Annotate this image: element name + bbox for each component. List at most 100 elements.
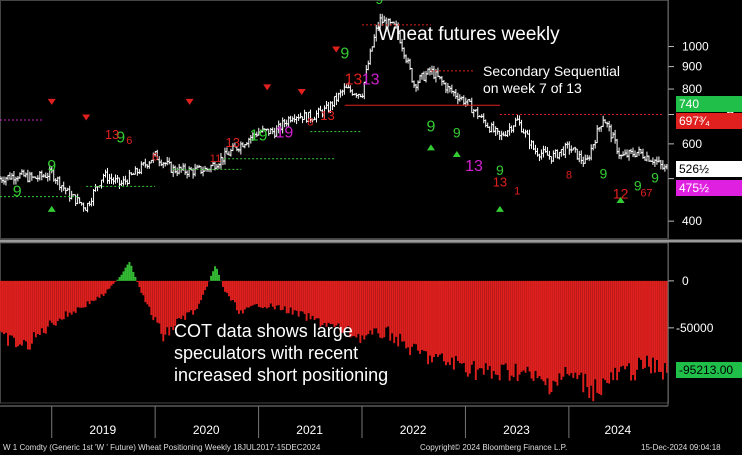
cot-bar xyxy=(466,280,469,377)
sequential-count: 9 xyxy=(47,158,56,175)
sell-arrow-icon xyxy=(47,98,56,105)
sell-arrow-icon xyxy=(332,46,341,53)
sequential-count: 9 xyxy=(116,129,125,146)
cot-bar xyxy=(19,280,21,345)
buy-arrow-icon xyxy=(452,151,461,158)
sequential-count: 13 xyxy=(362,71,380,88)
cot-bar xyxy=(235,280,238,311)
cot-bar xyxy=(369,280,372,331)
cot-bar xyxy=(196,280,199,309)
sequential-count: 1 xyxy=(514,186,520,198)
cot-bar xyxy=(247,280,250,308)
cot-bar xyxy=(160,280,163,334)
cot-bar xyxy=(200,280,203,301)
cot-bar xyxy=(634,280,637,381)
cot-bar xyxy=(323,280,326,324)
cot-bar xyxy=(435,280,437,355)
cot-bar xyxy=(644,280,646,368)
cot-bar xyxy=(230,280,232,301)
cot-bar xyxy=(156,280,159,323)
cot-bar xyxy=(285,280,288,314)
cot-bar xyxy=(124,267,127,281)
cot-bar xyxy=(506,280,509,371)
cot-bar xyxy=(66,280,69,317)
cot-bar xyxy=(222,280,224,287)
cot-bar xyxy=(253,280,256,305)
cot-bar xyxy=(654,280,656,373)
cot-bar xyxy=(275,280,278,306)
sequential-count: 9 xyxy=(651,169,659,185)
cot-bar xyxy=(562,280,565,377)
cot-bar xyxy=(542,280,545,382)
sequential-count: 13 xyxy=(320,108,334,123)
cot-bar xyxy=(530,280,533,379)
cot-bar xyxy=(265,280,268,309)
cot-bar xyxy=(626,280,629,367)
cot-bar xyxy=(224,280,226,292)
cot-bar xyxy=(267,280,270,308)
cot-bar xyxy=(347,280,350,327)
cot-bar xyxy=(198,280,201,304)
cot-bar xyxy=(335,280,338,326)
cot-bar xyxy=(32,280,35,333)
cot-bar xyxy=(76,280,79,308)
y-tick-label-900: 900 xyxy=(682,60,702,74)
cot-bar xyxy=(46,280,49,327)
cot-bar xyxy=(572,280,575,378)
cot-bar xyxy=(614,280,617,368)
cot-bar xyxy=(261,280,264,309)
cot-bar xyxy=(405,280,408,349)
cot-bar xyxy=(307,280,310,314)
cot-bar xyxy=(295,280,298,311)
cot-bar xyxy=(140,280,143,293)
cot-bar xyxy=(648,280,650,367)
cot-bar xyxy=(212,271,214,281)
cot-bar xyxy=(375,280,378,329)
cot-bar xyxy=(367,280,370,335)
cot-bar xyxy=(560,280,563,380)
sequential-count: 9 xyxy=(13,184,22,201)
cot-bar xyxy=(20,280,23,346)
cot-bar xyxy=(317,280,320,319)
cot-bar xyxy=(570,280,573,374)
cot-bar xyxy=(42,280,45,333)
cot-bar xyxy=(383,280,386,338)
cot-bar xyxy=(353,280,356,337)
cot-bar xyxy=(502,280,505,365)
cot-bar xyxy=(661,280,664,380)
cot-bar xyxy=(84,280,87,308)
cot-bar xyxy=(532,280,535,381)
cot-bar xyxy=(524,280,527,373)
cot-bar xyxy=(528,280,531,372)
sequential-count: 19 xyxy=(250,128,268,145)
sequential-count: 9 xyxy=(634,177,642,193)
sell-arrow-icon xyxy=(82,114,91,121)
cot-bar xyxy=(586,280,589,388)
cot-bar xyxy=(490,280,493,379)
cot-bar xyxy=(592,280,595,402)
cot-bar xyxy=(550,280,553,393)
cot-bar xyxy=(329,280,332,325)
cot-bar xyxy=(568,280,571,376)
cot-bar xyxy=(62,280,65,320)
cot-bar xyxy=(58,280,61,319)
cot-bar xyxy=(642,280,644,369)
cot-bar xyxy=(544,280,547,386)
footer-security-description: W 1 Comdty (Generic 1st 'W ' Future) Whe… xyxy=(3,443,321,452)
cot-bar xyxy=(243,280,246,310)
cot-bar xyxy=(417,280,420,351)
cot-bar xyxy=(333,280,336,328)
cot-bar xyxy=(377,280,380,334)
cot-bar xyxy=(90,280,93,301)
cot-bar xyxy=(546,280,549,379)
cot-bar xyxy=(548,280,551,395)
cot-bar xyxy=(319,280,322,327)
cot-bar xyxy=(82,280,85,308)
buy-arrow-icon xyxy=(47,205,56,212)
cot-bar xyxy=(462,280,465,363)
cot-bar xyxy=(472,280,475,362)
cot-bar xyxy=(11,280,13,336)
cot-bar xyxy=(365,280,368,336)
cot-bar xyxy=(665,280,668,373)
cot-bar xyxy=(68,280,71,313)
